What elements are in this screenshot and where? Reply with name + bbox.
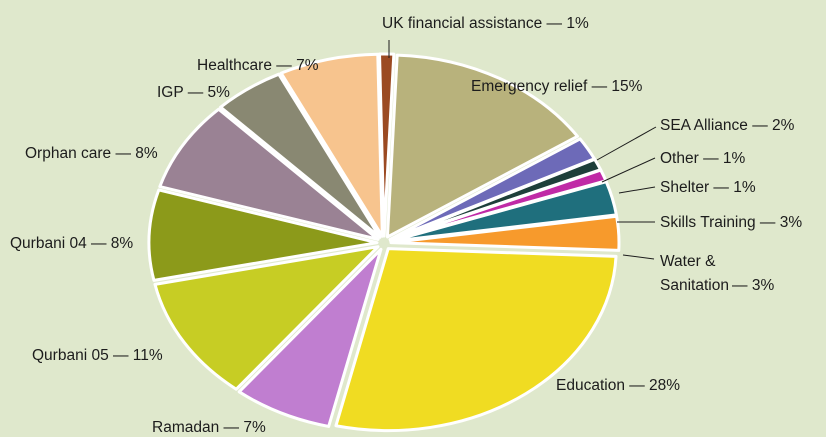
pie-slice-igp (219, 72, 382, 239)
pie-slice-orphan-care (158, 107, 380, 241)
label-other: Other — 1% (660, 150, 746, 167)
pie-slice-emergency-relief (385, 53, 579, 239)
label-orphan-care: Orphan care — 8% (25, 145, 158, 162)
label-skills-training: Skills Training — 3% (660, 214, 803, 231)
pie-slice-uk-financial-assistance (378, 52, 396, 238)
label-shelter: Shelter — 1% (660, 179, 756, 196)
label-sea-alliance: SEA Alliance — 2% (660, 117, 795, 134)
label-qurbani-05: Qurbani 05 — 11% (32, 347, 163, 364)
leader-other (601, 157, 656, 183)
pie-slice-education (334, 247, 618, 433)
leader-sea (596, 126, 657, 161)
label-qurbani-04: Qurbani 04 — 8% (10, 235, 134, 252)
pie-slice-qurbani-04 (147, 188, 379, 282)
leader-lines (388, 40, 657, 260)
label-education: Education — 28% (556, 377, 681, 394)
leader-shelter (618, 186, 656, 194)
label-healthcare: Healthcare — 7% (197, 57, 319, 74)
label-igp: IGP — 5% (157, 84, 230, 101)
leader-water (622, 254, 655, 260)
pie-slices (147, 52, 621, 433)
label-water-line1: Water & (660, 253, 716, 270)
label-water-line2: Sanitation — 3% (660, 277, 775, 294)
label-uk-financial-assistance: UK financial assistance — 1% (382, 15, 589, 32)
label-ramadan: Ramadan — 7% (152, 419, 266, 436)
pie-slice-ramadan (237, 247, 383, 428)
pie-slice-water-sanitation (389, 214, 621, 252)
pie-slice-qurbani-05 (153, 245, 380, 391)
pie-slice-healthcare (279, 52, 384, 238)
label-emergency-relief: Emergency relief — 15% (471, 78, 643, 95)
